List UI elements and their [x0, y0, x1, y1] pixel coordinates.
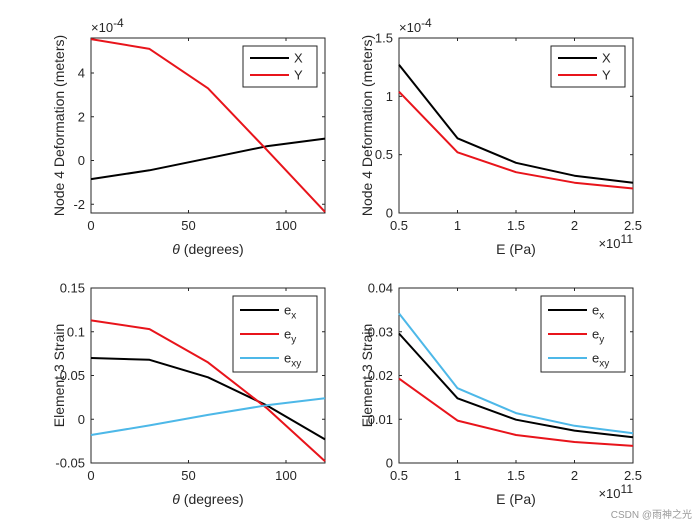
legend-label: ey: [592, 327, 604, 346]
y-axis-label: Node 4 Deformation (meters): [51, 35, 67, 216]
legend: XY: [242, 45, 318, 88]
y-tick-label: 0.1: [67, 324, 85, 339]
y-tick-label: 0.5: [375, 147, 393, 162]
legend: ex ey exy: [232, 295, 318, 373]
series-line-y: [398, 91, 634, 190]
x-tick-label: 1: [454, 468, 461, 483]
y-tick-label: -2: [73, 197, 85, 212]
legend-label: ex: [592, 303, 604, 322]
x-tick-label: 2: [571, 468, 578, 483]
y-tick-label: 2: [78, 109, 85, 124]
x-tick-label: 0: [87, 468, 94, 483]
y-tick-label: 4: [78, 66, 85, 81]
legend: ex ey exy: [540, 295, 626, 373]
series-line-e-x: [90, 357, 326, 441]
y-tick-label: 0.02: [368, 368, 393, 383]
x-tick-label: 2: [571, 218, 578, 233]
x-tick-label: 100: [275, 218, 297, 233]
x-tick-label: 100: [275, 468, 297, 483]
legend-box: [550, 45, 626, 88]
y-tick-label: 0.04: [368, 281, 393, 296]
x-tick-label: 2.5: [624, 218, 642, 233]
y-tick-label: 0: [78, 412, 85, 427]
legend-label: X: [294, 51, 303, 66]
x-tick-label: 0: [87, 218, 94, 233]
y-tick-label: -0.05: [55, 456, 85, 471]
chart-4: 0.5 1 1.5 2 2.5 0 0.01 0.02 0.03 0.04 ×1011 E (Pa) E…: [359, 281, 642, 508]
legend-label: X: [602, 51, 611, 66]
y-tick-label: 1: [386, 89, 393, 104]
y-tick-label: 0.15: [60, 281, 85, 296]
series-line-e-xy: [398, 312, 634, 435]
series-line-x: [90, 137, 326, 181]
legend-label: exy: [284, 351, 301, 370]
y-axis-label: Element 3 Strain: [359, 324, 375, 428]
x-tick-label: 1.5: [507, 468, 525, 483]
y-tick-label: 0: [386, 206, 393, 221]
x-axis-label: θ (degrees): [172, 241, 243, 257]
series-line-e-xy: [90, 397, 326, 436]
y-tick-label: 0: [78, 153, 85, 168]
x-axis-label: E (Pa): [496, 491, 536, 507]
legend-label: Y: [602, 68, 611, 83]
x-tick-label: 1.5: [507, 218, 525, 233]
y-tick-label: 0.03: [368, 324, 393, 339]
x-exponent-label: ×1011: [598, 232, 633, 251]
y-exponent-label: ×10-4: [399, 16, 432, 35]
y-axis-label: Node 4 Deformation (meters): [359, 35, 375, 216]
x-tick-label: 50: [181, 468, 195, 483]
y-tick-label: 0.01: [368, 412, 393, 427]
legend-box: [242, 45, 318, 88]
y-axis-label: Element 3 Strain: [51, 324, 67, 428]
x-exponent-label: ×1011: [598, 482, 633, 501]
legend-label: ey: [284, 327, 296, 346]
y-tick-label: 1.5: [375, 31, 393, 46]
watermark: CSDN @雨神之光: [610, 510, 692, 521]
x-axis-label: θ (degrees): [172, 491, 243, 507]
x-tick-label: 0.5: [390, 468, 408, 483]
x-tick-label: 2.5: [624, 468, 642, 483]
legend-label: exy: [592, 351, 609, 370]
y-exponent-label: ×10-4: [91, 16, 124, 35]
x-tick-label: 0.5: [390, 218, 408, 233]
legend: XY: [550, 45, 626, 88]
y-tick-label: 0: [386, 456, 393, 471]
series-line-e-y: [398, 377, 634, 447]
legend-label: ex: [284, 303, 296, 322]
y-tick-label: 0.05: [60, 368, 85, 383]
x-tick-label: 50: [181, 218, 195, 233]
legend-label: Y: [294, 68, 303, 83]
series-line-y: [90, 38, 326, 213]
series-line-e-x: [398, 332, 634, 439]
series-line-x: [398, 64, 634, 184]
x-tick-label: 1: [454, 218, 461, 233]
x-axis-label: E (Pa): [496, 241, 536, 257]
series-line-e-y: [90, 319, 326, 463]
